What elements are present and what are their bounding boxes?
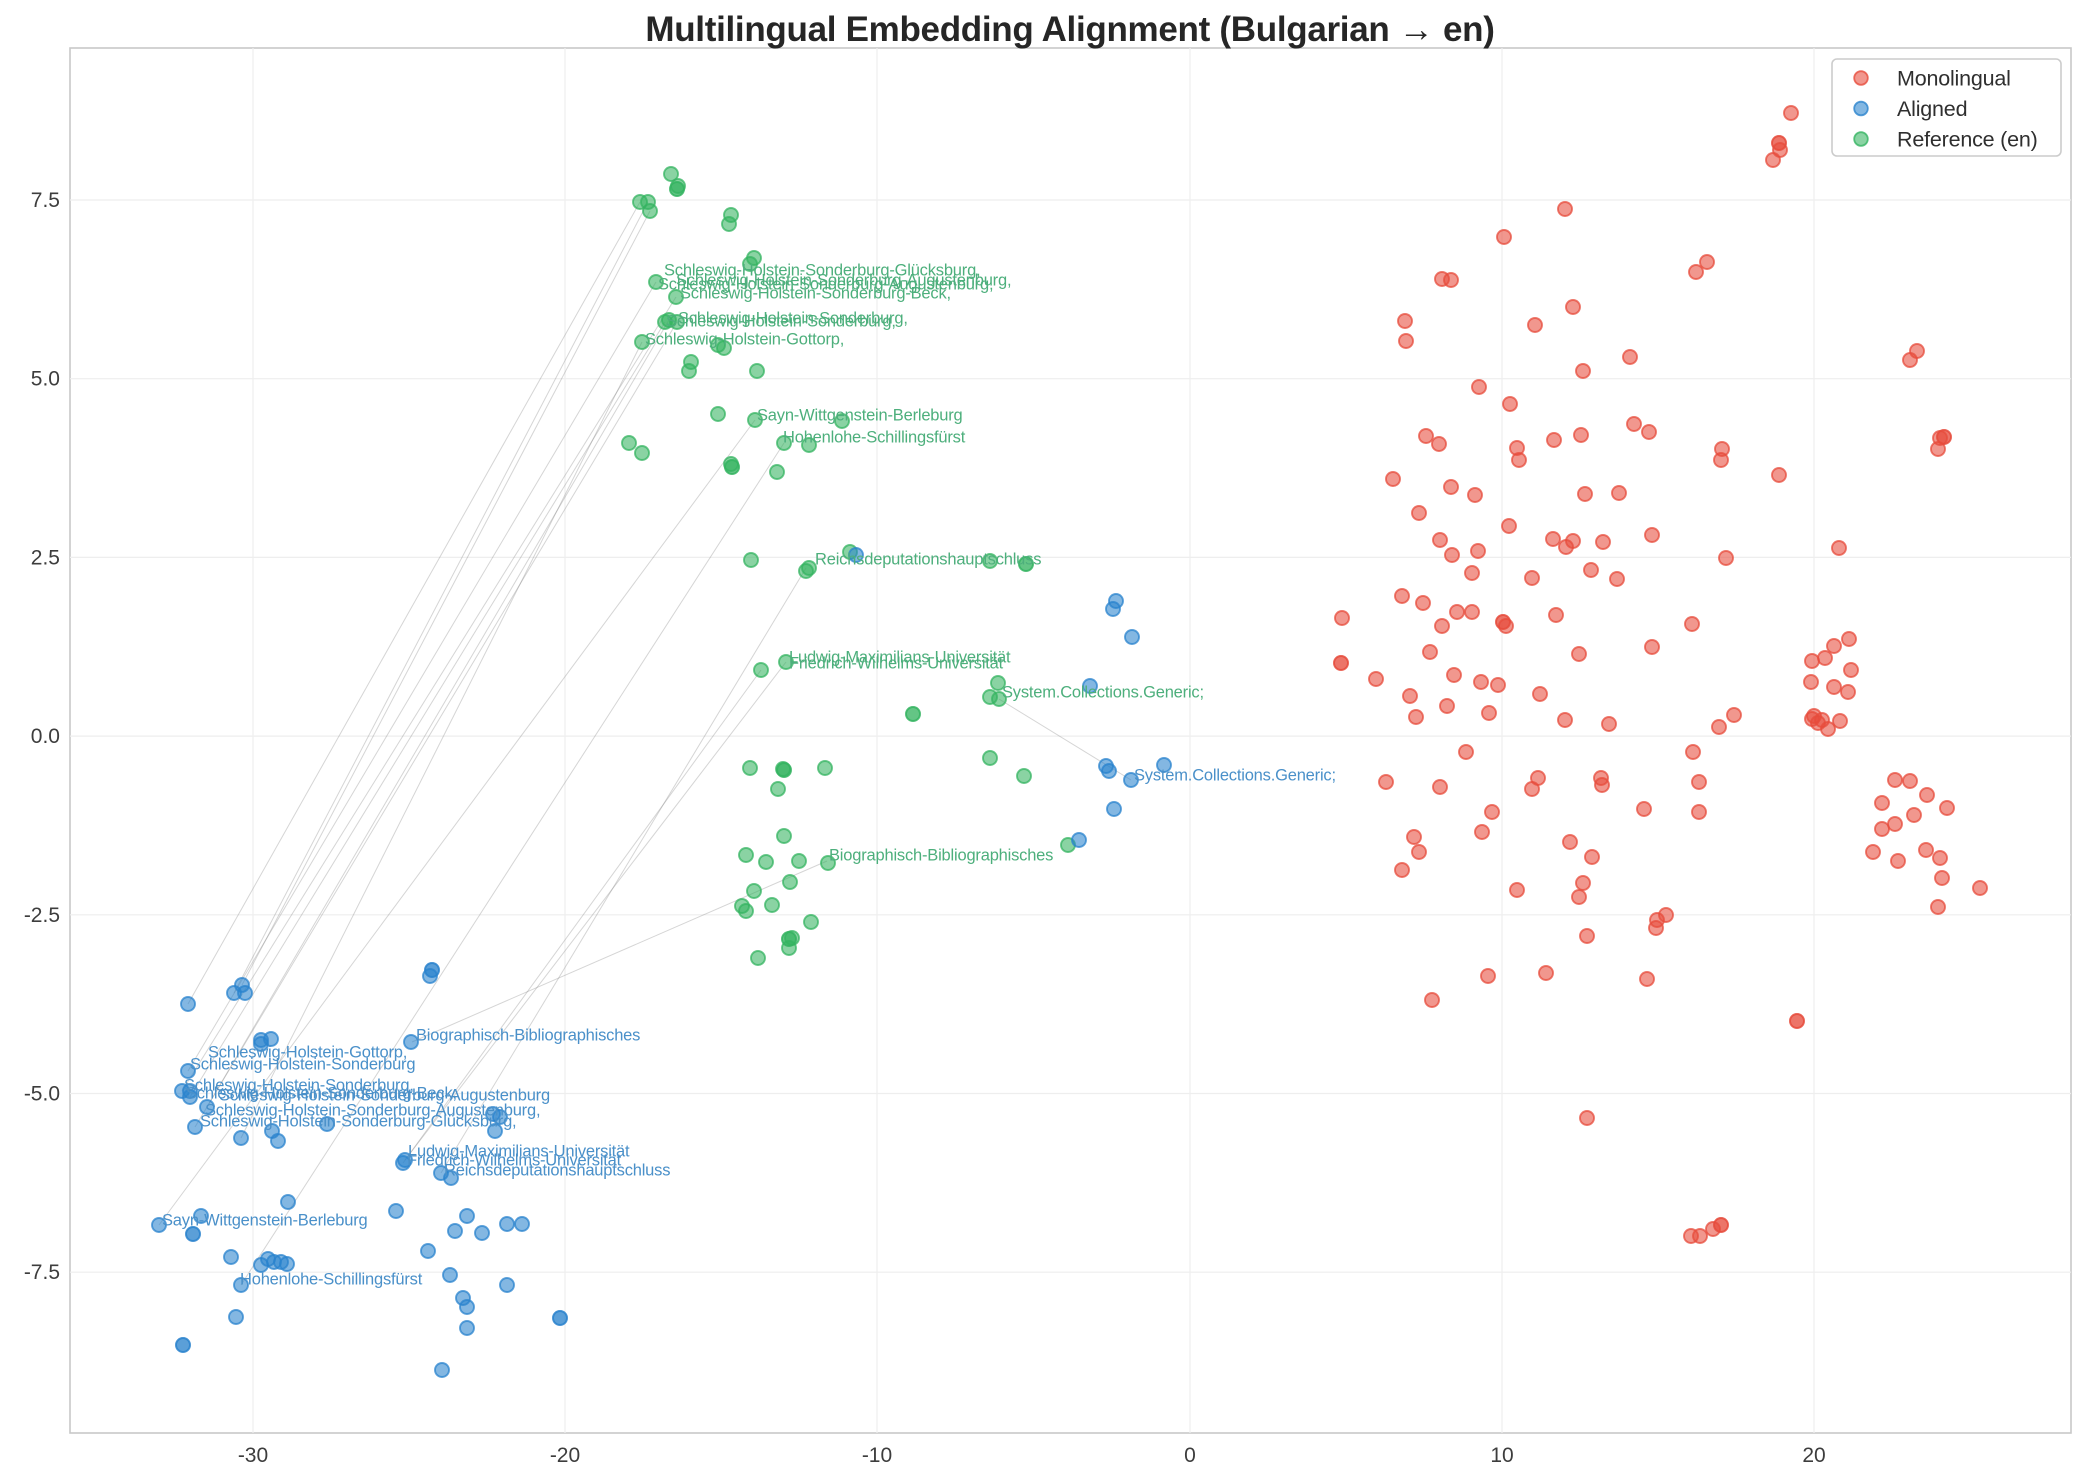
svg-text:Reference (en): Reference (en) [1897, 128, 2038, 152]
svg-text:Reichsdeputationshauptschluss: Reichsdeputationshauptschluss [815, 551, 1041, 569]
svg-text:20: 20 [1802, 1444, 1825, 1467]
svg-text:Biographisch-Bibliographisches: Biographisch-Bibliographisches [829, 847, 1053, 865]
svg-text:-7.5: -7.5 [24, 1261, 60, 1284]
svg-text:Schleswig-Holstein-Sonderburg-: Schleswig-Holstein-Sonderburg-Augustenbu… [676, 272, 1011, 290]
svg-text:Schleswig-Holstein-Sonderburg-: Schleswig-Holstein-Sonderburg-Beck, [186, 1085, 457, 1103]
svg-text:0.0: 0.0 [31, 725, 60, 748]
svg-text:-30: -30 [238, 1444, 268, 1467]
svg-text:Schleswig-Holstein-Sonderburg-: Schleswig-Holstein-Sonderburg-Augustenbu… [658, 276, 993, 294]
svg-text:Friedrich-Wilhelms-Universität: Friedrich-Wilhelms-Universität [789, 655, 1004, 673]
svg-text:Schleswig-Holstein-Sonderburg-: Schleswig-Holstein-Sonderburg-Glücksburg… [200, 1113, 516, 1131]
svg-text:-5.0: -5.0 [24, 1083, 60, 1106]
svg-text:Sayn-Wittgenstein-Berleburg: Sayn-Wittgenstein-Berleburg [757, 407, 963, 425]
svg-text:Ludwig-Maximilians-Universität: Ludwig-Maximilians-Universität [408, 1143, 630, 1161]
svg-text:Reichsdeputationshauptschluss: Reichsdeputationshauptschluss [444, 1162, 670, 1180]
svg-text:Aligned: Aligned [1897, 97, 1967, 121]
svg-text:5.0: 5.0 [31, 368, 60, 391]
svg-text:Sayn-Wittgenstein-Berleburg: Sayn-Wittgenstein-Berleburg [162, 1212, 368, 1230]
svg-text:Schleswig-Holstein-Gottorp,: Schleswig-Holstein-Gottorp, [645, 331, 844, 349]
svg-text:Schleswig-Holstein-Gottorp,: Schleswig-Holstein-Gottorp, [208, 1044, 407, 1062]
svg-text:2.5: 2.5 [31, 546, 60, 569]
svg-text:System.Collections.Generic;: System.Collections.Generic; [1134, 767, 1336, 785]
svg-text:-2.5: -2.5 [24, 904, 60, 927]
svg-text:Friedrich-Wilhelms-Universität: Friedrich-Wilhelms-Universität [407, 1152, 622, 1170]
svg-text:Schleswig-Holstein-Sonderburg: Schleswig-Holstein-Sonderburg [190, 1056, 415, 1074]
svg-text:Multilingual Embedding Alignme: Multilingual Embedding Alignment (Bulgar… [645, 10, 1494, 49]
svg-text:Monolingual: Monolingual [1897, 67, 2011, 91]
svg-text:Schleswig-Holstein-Sonderburg-: Schleswig-Holstein-Sonderburg-Beck, [680, 285, 951, 303]
svg-text:Schleswig-Holstein-Sonderburg-: Schleswig-Holstein-Sonderburg-Glücksburg… [664, 262, 980, 280]
svg-text:Schleswig-Holstein-Sonderburg,: Schleswig-Holstein-Sonderburg, [666, 313, 896, 331]
svg-text:10: 10 [1490, 1444, 1513, 1467]
svg-text:Biographisch-Bibliographisches: Biographisch-Bibliographisches [416, 1027, 640, 1045]
svg-text:Schleswig-Holstein-Sonderburg-: Schleswig-Holstein-Sonderburg-Augustenbu… [205, 1102, 540, 1120]
svg-text:0: 0 [1184, 1444, 1196, 1467]
svg-text:-10: -10 [862, 1444, 892, 1467]
svg-text:Hohenlohe-Schillingsfürst: Hohenlohe-Schillingsfürst [240, 1271, 423, 1289]
svg-text:7.5: 7.5 [31, 189, 60, 212]
svg-text:Ludwig-Maximilians-Universität: Ludwig-Maximilians-Universität [789, 649, 1011, 667]
svg-text:Schleswig-Holstein-Sonderburg,: Schleswig-Holstein-Sonderburg, [184, 1077, 414, 1095]
svg-text:Hohenlohe-Schillingsfürst: Hohenlohe-Schillingsfürst [783, 429, 966, 447]
svg-text:-20: -20 [550, 1444, 580, 1467]
svg-text:System.Collections.Generic;: System.Collections.Generic; [1002, 684, 1204, 702]
svg-text:Schleswig-Holstein-Sonderburg,: Schleswig-Holstein-Sonderburg, [678, 310, 908, 328]
svg-text:Schleswig-Holstein-Sonderburg-: Schleswig-Holstein-Sonderburg-Augustenbu… [219, 1087, 550, 1105]
